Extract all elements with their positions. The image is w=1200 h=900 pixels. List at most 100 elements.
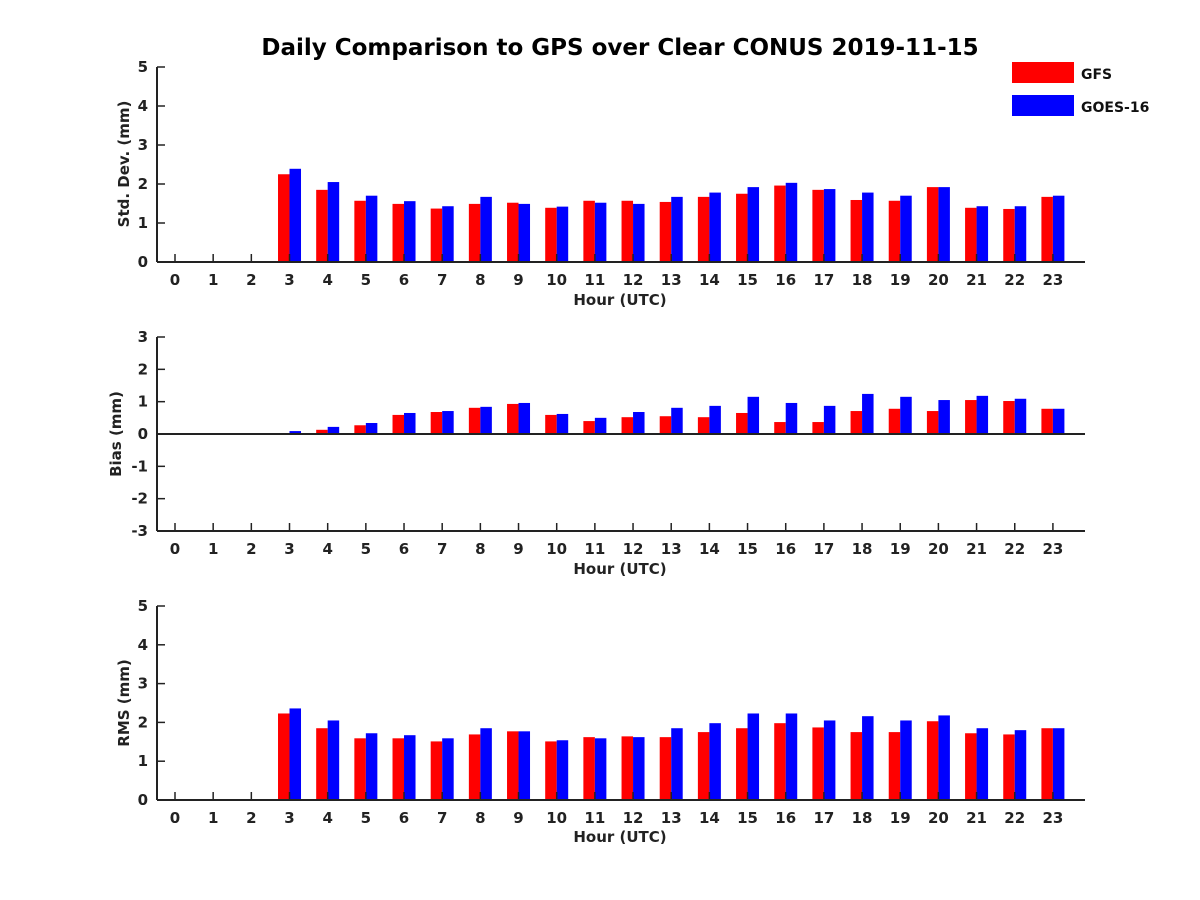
bar-goes16-hour-3	[289, 431, 302, 434]
bar-goes16-hour-13	[671, 728, 683, 800]
legend-label-goes16: GOES-16	[1081, 100, 1149, 116]
y-tick-label: 0	[138, 791, 148, 809]
x-tick-label: 10	[546, 271, 567, 289]
bar-gfs-hour-16	[774, 422, 786, 434]
x-tick-label: 8	[475, 271, 485, 289]
bar-goes16-hour-20	[938, 187, 950, 262]
bar-goes16-hour-3	[289, 708, 302, 800]
x-tick-label: 7	[437, 540, 447, 558]
x-tick-label: 14	[699, 809, 720, 827]
bar-gfs-hour-7	[430, 412, 443, 434]
bar-goes16-hour-11	[594, 202, 607, 262]
bar-gfs-hour-21	[965, 207, 977, 262]
bar-gfs-hour-16	[774, 723, 786, 800]
bar-goes16-hour-22	[1014, 730, 1027, 800]
bar-goes16-hour-15	[747, 713, 760, 800]
bar-gfs-hour-21	[965, 400, 977, 434]
bar-goes16-hour-5	[365, 195, 378, 262]
x-tick-label: 23	[1042, 271, 1063, 289]
x-tick-label: 20	[928, 540, 949, 558]
x-tick-label: 4	[322, 271, 332, 289]
bar-gfs-hour-5	[354, 738, 366, 800]
bar-goes16-hour-15	[747, 187, 760, 262]
bar-gfs-hour-19	[888, 200, 901, 262]
x-tick-label: 0	[170, 271, 180, 289]
x-tick-label: 9	[513, 271, 523, 289]
bar-goes16-hour-7	[442, 411, 454, 434]
y-tick-label: 5	[138, 58, 148, 76]
legend-swatch-goes16	[1012, 95, 1074, 116]
x-tick-label: 6	[399, 809, 409, 827]
x-tick-label: 17	[813, 271, 834, 289]
y-tick-label: -3	[131, 522, 148, 540]
bar-goes16-hour-20	[938, 715, 950, 800]
x-tick-label: 19	[890, 271, 911, 289]
bar-gfs-hour-12	[621, 736, 634, 800]
x-tick-label: 17	[813, 540, 834, 558]
bar-gfs-hour-15	[736, 193, 748, 262]
bar-goes16-hour-5	[365, 423, 378, 434]
y-tick-label: 0	[138, 425, 148, 443]
x-tick-label: 5	[361, 809, 371, 827]
x-tick-label: 20	[928, 271, 949, 289]
bar-gfs-hour-14	[697, 417, 710, 434]
x-tick-label: 2	[246, 809, 256, 827]
bar-gfs-hour-10	[545, 414, 557, 434]
bar-goes16-hour-8	[480, 196, 492, 262]
bar-gfs-hour-13	[659, 737, 672, 800]
y-tick-label: 2	[138, 360, 148, 378]
bar-gfs-hour-4	[316, 189, 328, 262]
bar-goes16-hour-19	[900, 720, 912, 800]
bar-goes16-hour-4	[327, 426, 340, 434]
bar-goes16-hour-23	[1052, 195, 1065, 262]
x-tick-label: 1	[208, 540, 218, 558]
x-tick-label: 14	[699, 271, 720, 289]
bar-goes16-hour-13	[671, 196, 683, 262]
y-tick-label: 4	[138, 636, 148, 654]
legend: GFS GOES-16	[1012, 62, 1149, 116]
x-tick-label: 1	[208, 809, 218, 827]
bar-gfs-hour-18	[850, 199, 863, 262]
legend-swatch-gfs	[1012, 62, 1074, 83]
bar-goes16-hour-20	[938, 400, 950, 434]
bar-gfs-hour-8	[468, 734, 481, 800]
bar-goes16-hour-11	[594, 738, 607, 800]
x-tick-label: 0	[170, 540, 180, 558]
x-axis-label: Hour (UTC)	[573, 560, 666, 578]
y-axis-label: Bias (mm)	[107, 391, 125, 477]
bar-gfs-hour-16	[774, 185, 786, 262]
x-tick-label: 9	[513, 809, 523, 827]
x-tick-label: 5	[361, 271, 371, 289]
bar-gfs-hour-19	[888, 732, 901, 800]
bar-goes16-hour-8	[480, 406, 492, 434]
bar-gfs-hour-5	[354, 425, 366, 434]
bar-gfs-hour-14	[697, 196, 710, 262]
bar-gfs-hour-20	[926, 187, 939, 262]
bar-gfs-hour-7	[430, 741, 443, 800]
x-tick-label: 5	[361, 540, 371, 558]
bar-gfs-hour-23	[1041, 196, 1053, 262]
x-tick-label: 20	[928, 809, 949, 827]
bar-goes16-hour-14	[709, 405, 721, 434]
x-tick-label: 2	[246, 540, 256, 558]
bar-goes16-hour-15	[747, 396, 760, 434]
bar-goes16-hour-17	[823, 405, 836, 434]
bar-gfs-hour-17	[812, 727, 824, 800]
bar-gfs-hour-10	[545, 207, 557, 262]
x-tick-label: 10	[546, 540, 567, 558]
bar-gfs-hour-15	[736, 728, 748, 800]
bar-goes16-hour-16	[785, 402, 798, 434]
bar-gfs-hour-23	[1041, 408, 1053, 434]
bar-gfs-hour-11	[583, 421, 595, 434]
bar-goes16-hour-14	[709, 192, 721, 262]
y-axis-label: RMS (mm)	[115, 659, 133, 746]
bar-gfs-hour-4	[316, 429, 328, 434]
bar-goes16-hour-7	[442, 206, 454, 262]
y-tick-label: 3	[138, 328, 148, 346]
bar-goes16-hour-22	[1014, 206, 1027, 262]
y-tick-label: 2	[138, 175, 148, 193]
bar-goes16-hour-7	[442, 738, 454, 800]
x-tick-label: 16	[775, 809, 796, 827]
